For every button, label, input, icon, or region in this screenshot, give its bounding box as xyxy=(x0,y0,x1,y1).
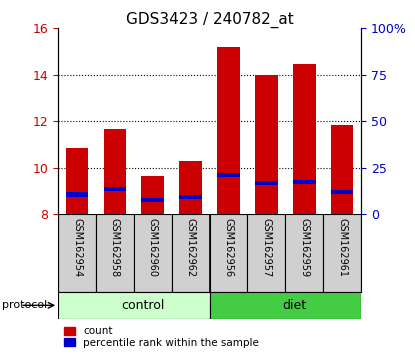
Legend: count, percentile rank within the sample: count, percentile rank within the sample xyxy=(63,325,260,349)
Text: GSM162957: GSM162957 xyxy=(261,218,271,277)
Bar xyxy=(104,187,126,191)
Text: diet: diet xyxy=(283,299,307,312)
Text: GSM162959: GSM162959 xyxy=(299,218,309,277)
Bar xyxy=(104,129,126,214)
Bar xyxy=(179,195,202,199)
Bar xyxy=(58,214,96,292)
Text: GSM162956: GSM162956 xyxy=(224,218,234,277)
Bar xyxy=(255,181,278,185)
Bar xyxy=(142,176,164,214)
Bar xyxy=(331,125,354,214)
Bar xyxy=(134,214,172,292)
Title: GDS3423 / 240782_at: GDS3423 / 240782_at xyxy=(126,12,293,28)
Text: protocol: protocol xyxy=(2,300,47,310)
Bar xyxy=(96,214,134,292)
Bar xyxy=(293,64,315,214)
Bar xyxy=(66,192,88,196)
Bar xyxy=(172,214,210,292)
Bar xyxy=(179,161,202,214)
Text: control: control xyxy=(122,299,165,312)
Bar xyxy=(286,214,323,292)
Bar xyxy=(255,75,278,214)
Bar xyxy=(323,214,361,292)
Bar xyxy=(293,179,315,184)
Bar xyxy=(58,292,210,319)
Text: GSM162960: GSM162960 xyxy=(148,218,158,277)
Bar xyxy=(210,292,361,319)
Text: GSM162958: GSM162958 xyxy=(110,218,120,277)
Bar xyxy=(217,173,240,177)
Text: GSM162954: GSM162954 xyxy=(72,218,82,277)
Text: GSM162962: GSM162962 xyxy=(186,218,195,277)
Text: GSM162961: GSM162961 xyxy=(337,218,347,277)
Bar xyxy=(247,214,285,292)
Bar xyxy=(142,198,164,202)
Bar xyxy=(210,214,247,292)
Bar xyxy=(217,47,240,214)
Bar xyxy=(66,148,88,214)
Bar xyxy=(331,190,354,194)
